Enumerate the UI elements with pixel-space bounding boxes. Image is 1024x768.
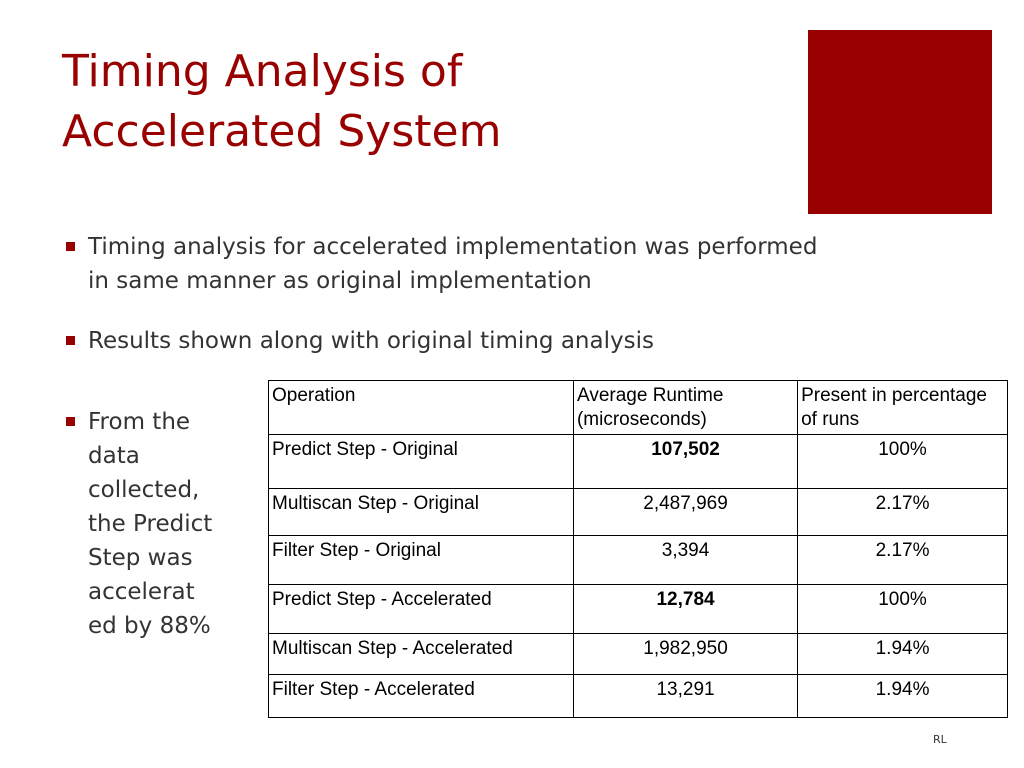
header-present-percentage: Present in percentage of runs	[797, 380, 1008, 435]
bullet-3-line-5: Step was	[88, 545, 193, 571]
cell-operation: Filter Step - Accelerated	[268, 674, 574, 718]
timing-table: Operation Average Runtime (microseconds)…	[268, 380, 1008, 718]
slide-title: Timing Analysis of Accelerated System	[62, 42, 782, 162]
cell-runtime: 1,982,950	[572, 633, 799, 675]
accent-block	[808, 30, 992, 214]
footer-initials: RL	[933, 733, 947, 746]
cell-percent: 100%	[797, 584, 1008, 634]
cell-operation: Multiscan Step - Accelerated	[268, 633, 574, 675]
cell-percent: 2.17%	[797, 488, 1008, 536]
header-average-runtime: Average Runtime (microseconds)	[572, 380, 799, 435]
cell-percent: 2.17%	[797, 535, 1008, 585]
cell-percent: 1.94%	[797, 633, 1008, 675]
cell-operation: Filter Step - Original	[268, 535, 574, 585]
bullet-1-line-2: in same manner as original implementatio…	[88, 268, 592, 294]
table-row: Filter Step - Accelerated 13,291 1.94%	[268, 674, 1008, 718]
cell-operation: Predict Step - Original	[268, 434, 574, 489]
bullet-square-icon	[66, 336, 75, 345]
cell-operation: Multiscan Step - Original	[268, 488, 574, 536]
bullet-3-line-3: collected,	[88, 477, 200, 503]
bullet-item-2: Results shown along with original timing…	[66, 324, 988, 358]
cell-runtime: 13,291	[572, 674, 799, 718]
table-row: Predict Step - Accelerated 12,784 100%	[268, 584, 1008, 634]
table-header-row: Operation Average Runtime (microseconds)…	[268, 380, 1008, 435]
bullet-3-line-7: ed by 88%	[88, 613, 211, 639]
bullet-2-text: Results shown along with original timing…	[88, 328, 654, 354]
cell-runtime: 3,394	[572, 535, 799, 585]
table-row: Multiscan Step - Original 2,487,969 2.17…	[268, 488, 1008, 536]
bullet-3-line-4: the Predict	[88, 511, 213, 537]
bullet-3-line-2: data	[88, 443, 140, 469]
bullet-square-icon	[66, 242, 75, 251]
cell-operation: Predict Step - Accelerated	[268, 584, 574, 634]
bullet-item-1: Timing analysis for accelerated implemen…	[66, 230, 988, 298]
bullet-1-line-1: Timing analysis for accelerated implemen…	[88, 234, 818, 260]
cell-runtime: 107,502	[572, 434, 799, 489]
slide-title-line-1: Timing Analysis of	[62, 46, 463, 97]
bullet-3-line-1: From the	[88, 409, 191, 435]
cell-percent: 100%	[797, 434, 1008, 489]
header-operation: Operation	[268, 380, 574, 435]
slide-title-line-2: Accelerated System	[62, 106, 502, 157]
cell-percent: 1.94%	[797, 674, 1008, 718]
bullet-square-icon	[66, 417, 75, 426]
cell-runtime: 12,784	[572, 584, 799, 634]
bullet-3-line-6: accelerat	[88, 579, 195, 605]
table-row: Predict Step - Original 107,502 100%	[268, 434, 1008, 489]
cell-runtime: 2,487,969	[572, 488, 799, 536]
table-row: Filter Step - Original 3,394 2.17%	[268, 535, 1008, 585]
table-row: Multiscan Step - Accelerated 1,982,950 1…	[268, 633, 1008, 675]
bullet-item-3: From the data collected, the Predict Ste…	[66, 405, 248, 643]
